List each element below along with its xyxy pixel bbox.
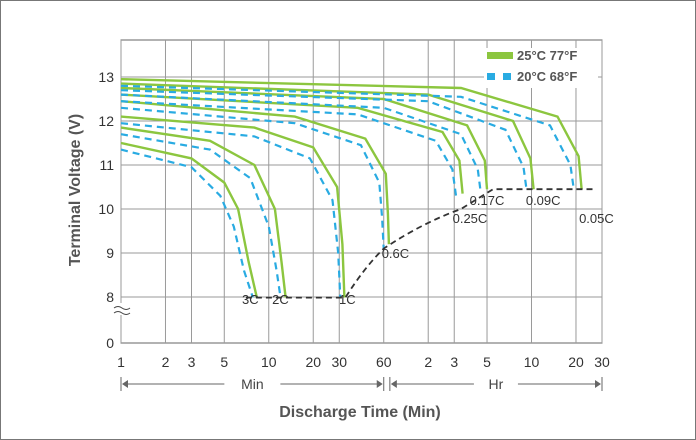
x-tick-label: 30: [594, 354, 610, 370]
legend-swatch-20c: [487, 73, 495, 80]
range-arrow-left-icon: [390, 380, 397, 388]
rate-label-0.6C: 0.6C: [382, 246, 409, 261]
range-arrow-left-icon: [122, 380, 128, 388]
discharge-curves: [120, 78, 583, 298]
range-markers: Min Hr: [120, 376, 603, 392]
y-axis-break-icon: [112, 303, 131, 315]
curve-25c-3C: [120, 141, 258, 298]
x-tick-labels: 1 2 3 5 10 20 30 60 2 3 5 10 20 30: [117, 354, 610, 370]
curve-25c-0.6C: [120, 100, 391, 245]
rate-label-0.09C: 0.09C: [526, 193, 561, 208]
x-tick-label: 10: [524, 354, 540, 370]
rate-labels: 3C 2C 1C 0.6C 0.25C 0.17C 0.09C 0.05C: [242, 193, 614, 307]
curve-20c-0.25C: [120, 100, 458, 196]
y-tick-label: 11: [99, 157, 114, 173]
curve-20c-3C: [120, 148, 254, 298]
x-tick-label: 60: [376, 354, 392, 370]
rate-label-0.25C: 0.25C: [453, 211, 488, 226]
curve-20c-0.09C: [120, 89, 528, 190]
y-tick-label: 13: [98, 69, 114, 85]
x-tick-label: 1: [117, 354, 125, 370]
curve-25c-0.05C: [120, 78, 583, 190]
y-tick-label: 8: [106, 289, 114, 305]
curve-25c-2C: [120, 126, 287, 298]
legend: 25°C 77°F 20°C 68°F: [484, 48, 598, 88]
range-arrow-right-icon: [595, 380, 601, 388]
legend-label-25c: 25°C 77°F: [517, 48, 577, 63]
x-tick-label: 3: [450, 354, 458, 370]
rate-label-0.17C: 0.17C: [470, 193, 505, 208]
y-tick-label: 0: [106, 335, 114, 351]
x-tick-label: 2: [424, 354, 432, 370]
rate-label-3C: 3C: [242, 292, 259, 307]
x-tick-label: 5: [483, 354, 491, 370]
curve-20c-2C: [120, 133, 282, 298]
y-tick-label: 10: [98, 201, 114, 217]
x-axis-title: Discharge Time (Min): [279, 404, 441, 421]
curve-20c-0.05C: [120, 84, 575, 190]
curve-25c-0.09C: [120, 82, 535, 190]
rate-label-1C: 1C: [339, 292, 356, 307]
x-tick-label: 20: [568, 354, 584, 370]
x-tick-label: 30: [331, 354, 347, 370]
range-label: Hr: [489, 376, 504, 392]
range-arrow-right-icon: [376, 380, 383, 388]
range-label: Min: [241, 376, 264, 392]
curve-25c-1C: [120, 115, 346, 298]
curve-20c-1C: [120, 122, 342, 298]
y-tick-label: 9: [106, 245, 114, 261]
y-tick-label: 12: [98, 113, 114, 129]
x-tick-label: 3: [188, 354, 196, 370]
y-axis-title: Terminal Voltage (V): [67, 114, 84, 266]
x-tick-label: 2: [162, 354, 170, 370]
legend-label-20c: 20°C 68°F: [517, 69, 577, 84]
curve-20c-0.17C: [120, 93, 482, 190]
rate-label-2C: 2C: [272, 292, 289, 307]
x-tick-label: 5: [220, 354, 228, 370]
y-tick-labels: 0 8 9 10 11 12 13: [98, 69, 114, 351]
x-tick-label: 20: [305, 354, 321, 370]
x-tick-label: 10: [261, 354, 277, 370]
legend-swatch-20c: [503, 73, 511, 80]
curve-25c-0.17C: [120, 86, 489, 190]
curve-20c-0.6C: [120, 106, 385, 249]
legend-swatch-25c: [487, 52, 513, 59]
rate-label-0.05C: 0.05C: [579, 211, 614, 226]
